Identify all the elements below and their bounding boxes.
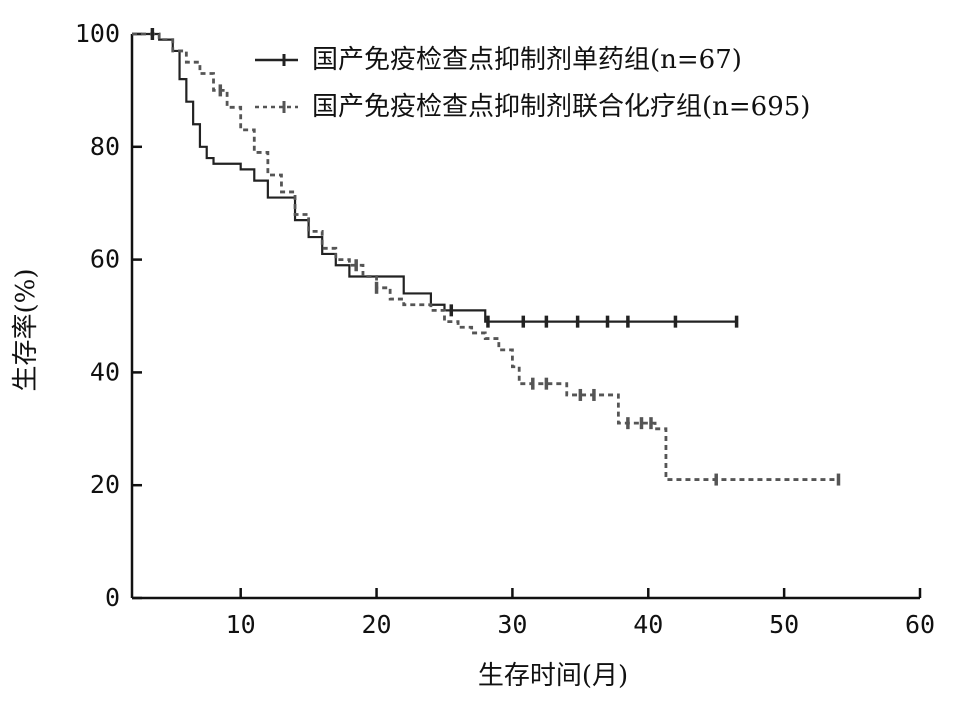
series-line-1: [132, 32, 839, 481]
y-tick-label-40: 40: [90, 357, 120, 386]
x-tick-label-30: 30: [497, 610, 527, 639]
legend-label-combo-chemo: 国产免疫检查点抑制剂联合化疗组(n=695): [312, 92, 810, 122]
series-line-0: [132, 32, 737, 323]
y-axis-label: 生存率(%): [11, 269, 41, 392]
y-tick-label-100: 100: [75, 19, 120, 48]
curves: [132, 32, 839, 481]
x-tick-label-40: 40: [633, 610, 663, 639]
y-tick-label-60: 60: [90, 245, 120, 274]
x-axis-label: 生存时间(月): [478, 661, 628, 691]
x-tick-label-20: 20: [361, 610, 391, 639]
legend: 国产免疫检查点抑制剂单药组(n=67) 国产免疫检查点抑制剂联合化疗组(n=69…: [255, 45, 810, 122]
y-tick-label-0: 0: [105, 583, 120, 612]
y-tick-label-20: 20: [90, 470, 120, 499]
censor-marks: [150, 28, 841, 486]
x-tick-label-60: 60: [905, 610, 935, 639]
legend-label-single-agent: 国产免疫检查点抑制剂单药组(n=67): [312, 45, 742, 75]
y-tick-label-80: 80: [90, 132, 120, 161]
axes: 10 20 30 40 50 60 0 20 40 60 80 100: [75, 19, 935, 639]
x-tick-label-50: 50: [769, 610, 799, 639]
x-tick-label-10: 10: [226, 610, 256, 639]
